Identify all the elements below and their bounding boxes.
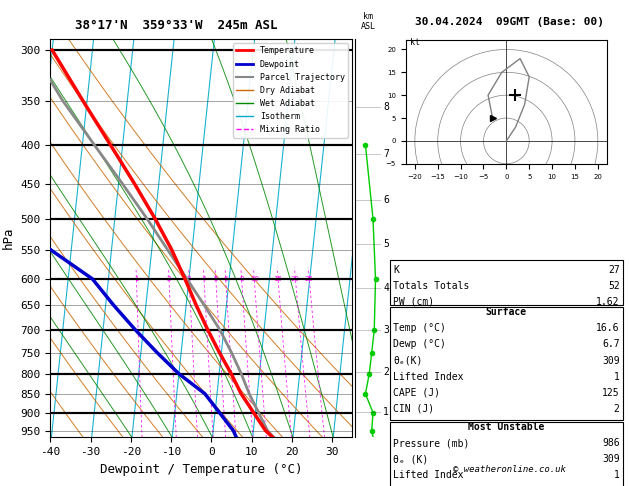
Text: 2: 2 bbox=[167, 276, 171, 282]
Text: km
ASL: km ASL bbox=[360, 12, 376, 31]
Text: 15: 15 bbox=[274, 276, 282, 282]
Text: Surface: Surface bbox=[486, 308, 527, 317]
Text: CIN (J): CIN (J) bbox=[393, 403, 434, 414]
Text: 1: 1 bbox=[134, 276, 138, 282]
Text: 2: 2 bbox=[614, 403, 620, 414]
Text: 6.7: 6.7 bbox=[602, 339, 620, 349]
Text: Lifted Index: Lifted Index bbox=[393, 372, 464, 382]
Text: 30.04.2024  09GMT (Base: 00): 30.04.2024 09GMT (Base: 00) bbox=[415, 17, 604, 27]
Text: θₑ(K): θₑ(K) bbox=[393, 356, 423, 365]
Text: 5: 5 bbox=[383, 239, 389, 249]
Text: LCL: LCL bbox=[354, 389, 369, 399]
Text: kt: kt bbox=[410, 38, 420, 47]
Text: 309: 309 bbox=[602, 454, 620, 464]
Text: 4: 4 bbox=[383, 283, 389, 293]
Text: 10: 10 bbox=[250, 276, 259, 282]
Text: 2: 2 bbox=[383, 367, 389, 377]
Text: © weatheronline.co.uk: © weatheronline.co.uk bbox=[453, 465, 566, 474]
Text: PW (cm): PW (cm) bbox=[393, 297, 434, 307]
Text: 38°17'N  359°33'W  245m ASL: 38°17'N 359°33'W 245m ASL bbox=[75, 19, 277, 33]
Text: Totals Totals: Totals Totals bbox=[393, 281, 469, 291]
Text: 1.62: 1.62 bbox=[596, 297, 620, 307]
Text: 1: 1 bbox=[614, 372, 620, 382]
Text: 25: 25 bbox=[305, 276, 314, 282]
Text: K: K bbox=[393, 265, 399, 275]
Text: 986: 986 bbox=[602, 438, 620, 448]
Text: Lifted Index: Lifted Index bbox=[393, 470, 464, 480]
Text: 27: 27 bbox=[608, 265, 620, 275]
Text: Temp (°C): Temp (°C) bbox=[393, 324, 446, 333]
Text: θₑ (K): θₑ (K) bbox=[393, 454, 428, 464]
Text: Most Unstable: Most Unstable bbox=[468, 422, 545, 432]
Text: 125: 125 bbox=[602, 388, 620, 398]
Text: 309: 309 bbox=[602, 356, 620, 365]
Text: 16.6: 16.6 bbox=[596, 324, 620, 333]
Text: 20: 20 bbox=[291, 276, 300, 282]
Text: Pressure (mb): Pressure (mb) bbox=[393, 438, 469, 448]
Text: 52: 52 bbox=[608, 281, 620, 291]
Text: 7: 7 bbox=[383, 149, 389, 158]
X-axis label: Dewpoint / Temperature (°C): Dewpoint / Temperature (°C) bbox=[100, 463, 303, 476]
Text: 8: 8 bbox=[240, 276, 244, 282]
Text: CAPE (J): CAPE (J) bbox=[393, 388, 440, 398]
Text: 6: 6 bbox=[383, 194, 389, 205]
Text: 5: 5 bbox=[214, 276, 218, 282]
Text: 3: 3 bbox=[383, 325, 389, 335]
Text: 3: 3 bbox=[187, 276, 191, 282]
Text: 8: 8 bbox=[383, 102, 389, 112]
Legend: Temperature, Dewpoint, Parcel Trajectory, Dry Adiabat, Wet Adiabat, Isotherm, Mi: Temperature, Dewpoint, Parcel Trajectory… bbox=[233, 43, 348, 138]
Text: Dewp (°C): Dewp (°C) bbox=[393, 339, 446, 349]
Text: 4: 4 bbox=[202, 276, 206, 282]
Text: 1: 1 bbox=[383, 407, 389, 417]
Text: 6: 6 bbox=[223, 276, 228, 282]
Y-axis label: hPa: hPa bbox=[2, 227, 15, 249]
Text: 1: 1 bbox=[614, 470, 620, 480]
